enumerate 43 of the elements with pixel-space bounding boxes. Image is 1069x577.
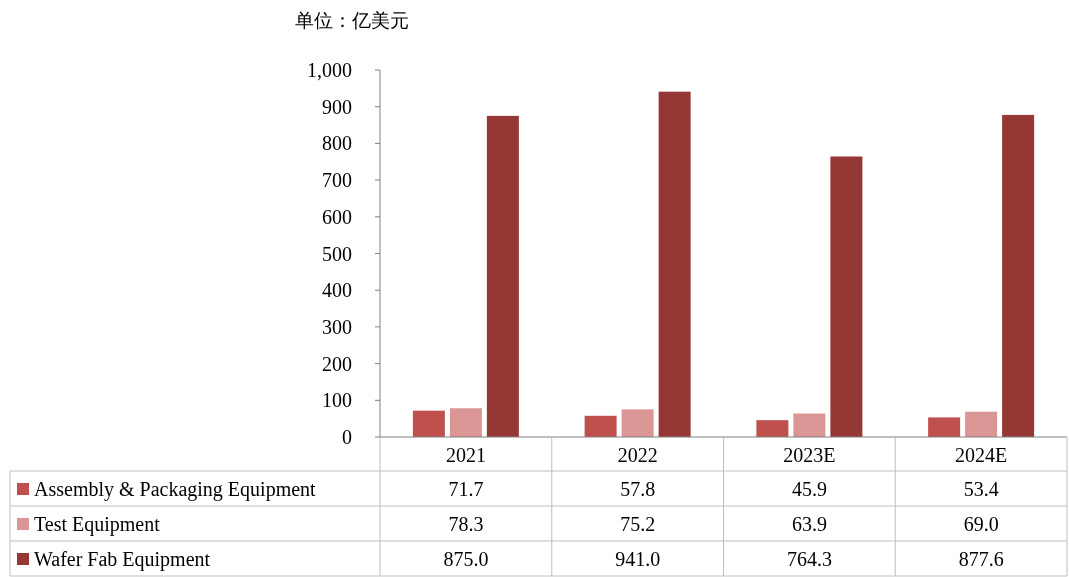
bar xyxy=(584,415,617,437)
data-label: 877.6 xyxy=(958,548,1004,570)
bar xyxy=(658,91,691,437)
data-label: 875.0 xyxy=(443,548,489,570)
bar xyxy=(1002,114,1035,437)
x-tick-label: 2023E xyxy=(783,444,836,466)
bar xyxy=(830,156,863,437)
data-label: 57.8 xyxy=(620,478,656,500)
y-tick-label: 800 xyxy=(322,132,352,155)
data-label: 764.3 xyxy=(786,548,832,570)
y-tick-label: 1,000 xyxy=(307,59,352,81)
data-label: 69.0 xyxy=(963,513,999,535)
data-label: 53.4 xyxy=(963,478,999,500)
y-tick-label: 200 xyxy=(322,352,352,375)
x-tick-label: 2021 xyxy=(445,444,486,466)
data-label: 75.2 xyxy=(620,513,656,535)
x-tick-label: 2024E xyxy=(955,444,1008,466)
bar xyxy=(793,413,826,437)
bar xyxy=(928,417,961,437)
legend-label: Wafer Fab Equipment xyxy=(34,548,211,571)
y-tick-label: 500 xyxy=(322,242,352,265)
data-label: 45.9 xyxy=(791,478,827,500)
y-tick-label: 900 xyxy=(322,95,352,118)
y-axis-title: 单位：亿美元 xyxy=(295,10,409,31)
data-label: 71.7 xyxy=(448,478,484,500)
data-label: 63.9 xyxy=(791,513,827,535)
data-label: 78.3 xyxy=(448,513,484,535)
data-label: 941.0 xyxy=(615,548,661,570)
bar xyxy=(621,409,654,437)
y-tick-label: 400 xyxy=(322,279,352,302)
y-tick-label: 600 xyxy=(322,205,352,228)
bar xyxy=(965,411,998,437)
legend-label: Test Equipment xyxy=(34,513,161,536)
bar xyxy=(486,115,519,437)
bar xyxy=(412,410,445,437)
y-tick-label: 100 xyxy=(322,389,352,412)
y-tick-label: 300 xyxy=(322,315,352,338)
y-tick-label: 700 xyxy=(322,169,352,192)
bar xyxy=(756,420,789,437)
bar xyxy=(449,408,482,437)
y-tick-label: 0 xyxy=(342,426,352,448)
x-tick-label: 2022 xyxy=(617,444,658,466)
legend-label: Assembly & Packaging Equipment xyxy=(34,478,317,501)
